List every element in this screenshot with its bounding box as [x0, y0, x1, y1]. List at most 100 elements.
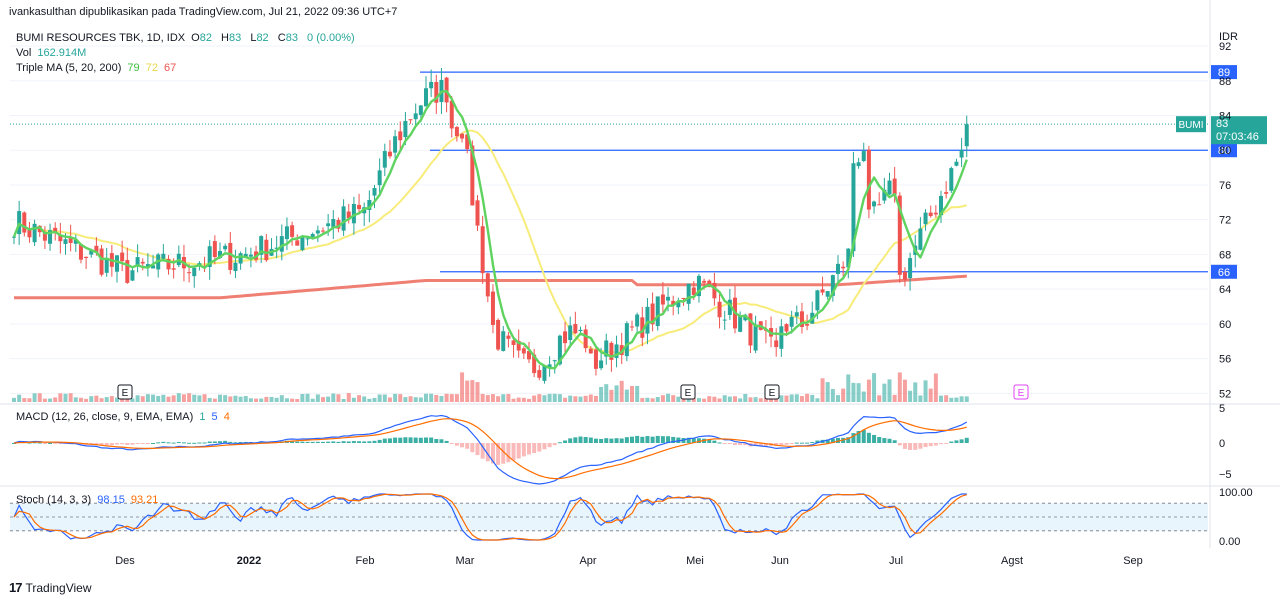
volume-bar: [861, 391, 866, 402]
macd-hist-bar: [722, 443, 727, 444]
earnings-box: [764, 384, 780, 400]
volume-bar: [104, 397, 109, 402]
candle-body: [393, 136, 398, 153]
macd-hist-bar: [666, 436, 671, 443]
macd-hist-bar: [707, 439, 712, 443]
macd-hist-bar: [465, 443, 470, 449]
candle-body: [485, 273, 490, 297]
candle-body: [599, 360, 604, 369]
macd-hist-bar: [846, 437, 851, 443]
macd-hist-bar: [449, 443, 454, 444]
legend-stoch-label[interactable]: Stoch (14, 3, 3): [16, 494, 92, 506]
volume-bars: [12, 372, 969, 402]
candle-body: [671, 300, 676, 306]
time-label: Sep: [1123, 555, 1143, 567]
macd-hist-bar: [243, 441, 248, 443]
price-tick: 80: [1219, 145, 1231, 157]
candle-body: [259, 236, 264, 255]
macd-hist-bar: [27, 442, 32, 444]
volume-bar: [42, 398, 47, 402]
volume-bar: [630, 385, 634, 402]
volume-bar: [382, 394, 387, 402]
time-axis: Des 2022 Feb Mar Apr Mei Jun Jul Agst Sep: [115, 555, 1143, 567]
volume-bar: [295, 398, 300, 402]
tradingview-logo[interactable]: 17 TradingView: [9, 580, 92, 595]
candle-body: [279, 236, 284, 252]
volume-bar: [424, 393, 428, 402]
macd-hist-bar: [346, 441, 351, 443]
candle-body: [99, 248, 104, 275]
candle-body: [527, 350, 531, 360]
candle-body: [398, 131, 403, 141]
macd-hist-bar: [115, 443, 119, 445]
macd-hist-bar: [918, 443, 923, 449]
macd-hist-bar: [949, 441, 954, 443]
legend-ma200: 67: [164, 62, 177, 74]
macd-hist-bar: [563, 440, 568, 443]
macd-hist-bar: [655, 435, 660, 443]
candle-body: [738, 316, 743, 332]
volume-bar: [717, 398, 722, 402]
macd-hist-bar: [305, 441, 310, 443]
time-label: Jun: [771, 555, 789, 567]
volume-bar: [434, 394, 439, 402]
legend-l: 82: [256, 32, 269, 44]
candle-body: [27, 229, 32, 238]
macd-hist-bar: [125, 443, 130, 446]
last-price-badge: [1211, 116, 1267, 145]
candle-body: [331, 219, 336, 228]
candle-body: [449, 100, 454, 129]
legend-ma: Triple MA (5, 20, 200) 79 72 67: [16, 62, 179, 74]
price-axis-currency: IDR: [1219, 31, 1238, 43]
candle-body: [115, 255, 119, 272]
macd-hist-bar: [145, 443, 150, 444]
volume-bar: [897, 372, 902, 402]
candle-body: [310, 234, 315, 237]
volume-bar: [53, 397, 58, 402]
volume-bar: [578, 396, 583, 402]
legend-ma-label[interactable]: Triple MA (5, 20, 200): [16, 62, 122, 74]
volume-bar: [27, 398, 32, 402]
candle-body: [532, 354, 537, 374]
macd-hist-bar: [228, 441, 233, 443]
volume-bar: [187, 393, 192, 402]
volume-bar: [176, 393, 181, 402]
volume-bar: [815, 398, 820, 402]
legend-volume: Vol 162.914M: [16, 47, 89, 59]
macd-hist-bar: [959, 439, 964, 443]
macd-hist-bar: [836, 437, 840, 443]
candle-body: [125, 260, 130, 283]
candle-body: [300, 236, 305, 251]
last-price-countdown: 07:03:46: [1216, 131, 1259, 143]
time-label: Feb: [356, 555, 375, 567]
volume-bar: [619, 380, 624, 402]
volume-bar: [22, 398, 27, 402]
volume-bar: [460, 372, 465, 402]
volume-bar: [872, 373, 877, 402]
candle-body: [588, 348, 593, 354]
macd-hist-bar: [527, 443, 531, 455]
symbol-badge-text: BUMI: [1179, 120, 1204, 131]
macd-hist-bar: [794, 442, 799, 444]
legend-macd-label[interactable]: MACD (12, 26, close, 9, EMA, EMA): [16, 411, 194, 423]
macd-hist-bar: [825, 439, 830, 443]
volume-bar: [197, 395, 202, 402]
macd-hist-bar: [218, 441, 222, 443]
candle-body: [887, 180, 892, 195]
volume-bar: [207, 397, 212, 402]
stoch-tick: 100.00: [1219, 487, 1253, 499]
time-label: Jul: [889, 555, 903, 567]
macd-tick: 0: [1219, 438, 1225, 450]
candle-body: [928, 212, 933, 217]
candle-body: [521, 348, 526, 354]
macd-hist-bar: [753, 443, 758, 447]
macd-hist-bar: [939, 443, 943, 445]
macd-hist-bar: [902, 443, 907, 449]
macd-hist-bar: [604, 438, 609, 443]
legend-symbol[interactable]: BUMI RESOURCES TBK, 1D, IDX: [16, 32, 186, 44]
macd-hist-bar: [408, 437, 413, 443]
volume-bar: [599, 387, 604, 402]
macd-line: [13, 414, 968, 485]
volume-bar: [120, 398, 125, 402]
